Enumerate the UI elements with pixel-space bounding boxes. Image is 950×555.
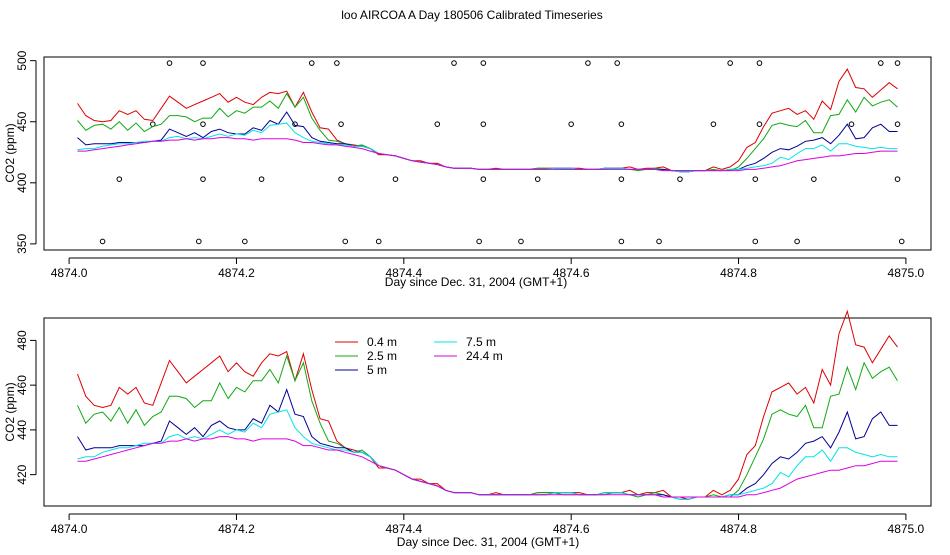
top-series-line-5-mm — [77, 111, 898, 173]
bottom-plot-frame — [43, 317, 932, 507]
top-panel: 4874.0 4874.2 4874.4 4874.6 4874.8 4875.0 350 4… — [3, 50, 932, 289]
top-y-tick-label: 500 — [15, 50, 29, 70]
bottom-y-tick-label: 460 — [15, 375, 29, 395]
top-axes: 4874.0 4874.2 4874.4 4874.6 4874.8 4875.0 350 4… — [15, 50, 925, 280]
bottom-series-line-5-mm — [77, 388, 898, 500]
legend: 0.4 m2.5 m5 m 7.5 m24.4 m — [335, 335, 503, 377]
top-y-tick-label: 450 — [15, 111, 29, 131]
outlier-point — [618, 238, 625, 245]
top-series-line-2-5-mm — [77, 92, 898, 172]
bottom-y-tick-label: 420 — [15, 464, 29, 484]
top-x-tick-label: 4874.8 — [720, 266, 757, 280]
bottom-axes: 4874.0 4874.2 4874.4 4874.6 4874.8 4875.0 420 4… — [15, 330, 925, 536]
top-x-tick-label: 4874.4 — [385, 266, 422, 280]
legend-label: 5 m — [367, 363, 387, 377]
outlier-point — [710, 121, 717, 127]
outlier-point — [568, 121, 574, 127]
top-y-axis-label: CO2 (ppm) — [3, 123, 17, 182]
outlier-point — [196, 238, 202, 245]
outlier-point — [677, 176, 683, 182]
legend-label: 0.4 m — [367, 335, 397, 349]
bottom-x-tick-label: 4875.0 — [888, 522, 925, 536]
top-outlier-points — [99, 60, 905, 245]
outlier-point — [166, 60, 173, 66]
outlier-point — [338, 176, 344, 182]
outlier-point — [308, 60, 315, 66]
bottom-x-axis-label: Day since Dec. 31, 2004 (GMT+1) — [397, 535, 579, 549]
outlier-point — [894, 121, 901, 127]
outlier-point — [480, 60, 487, 66]
bottom-series-line-24-4-mm — [77, 436, 898, 498]
legend-label: 24.4 m — [466, 349, 503, 363]
top-x-tick-label: 4874.0 — [51, 266, 88, 280]
top-series-line-0-4-mm — [77, 68, 898, 173]
top-y-tick-label: 400 — [15, 172, 29, 192]
outlier-point — [258, 176, 265, 182]
outlier-point — [894, 60, 901, 66]
bottom-x-tick-label: 4874.0 — [51, 522, 88, 536]
outlier-point — [334, 60, 340, 66]
outlier-point — [480, 121, 487, 127]
outlier-point — [476, 238, 482, 245]
outlier-point — [200, 176, 206, 182]
outlier-point — [894, 176, 901, 182]
outlier-point — [392, 176, 399, 182]
outlier-point — [877, 60, 884, 66]
outlier-point — [794, 238, 800, 245]
outlier-point — [480, 176, 487, 182]
outlier-point — [200, 60, 206, 66]
bottom-x-tick-label: 4874.8 — [720, 522, 757, 536]
bottom-panel: 4874.0 4874.2 4874.4 4874.6 4874.8 4875.0 420 4… — [3, 309, 932, 549]
bottom-series-line-7-5-mm — [77, 409, 898, 500]
legend-label: 2.5 m — [367, 349, 397, 363]
legend-label: 7.5 m — [466, 335, 496, 349]
top-plot-frame — [43, 56, 932, 251]
outlier-point — [200, 121, 206, 127]
outlier-point — [848, 121, 855, 127]
outlier-point — [752, 176, 759, 182]
outlier-point — [898, 238, 905, 245]
outlier-point — [434, 121, 441, 127]
outlier-point — [811, 176, 817, 182]
top-series-line-7-5-mm — [77, 122, 898, 173]
top-x-axis-label: Day since Dec. 31, 2004 (GMT+1) — [385, 275, 567, 289]
outlier-point — [242, 238, 248, 245]
outlier-point — [451, 60, 457, 66]
outlier-point — [116, 176, 123, 182]
outlier-point — [585, 60, 591, 66]
outlier-point — [727, 60, 733, 66]
outlier-point — [375, 238, 382, 245]
bottom-x-tick-label: 4874.2 — [218, 522, 255, 536]
page-title: loo AIRCOA A Day 180506 Calibrated Times… — [341, 8, 602, 22]
outlier-point — [618, 121, 625, 127]
top-x-tick-label: 4874.2 — [218, 266, 255, 280]
bottom-y-axis-label: CO2 (ppm) — [3, 382, 17, 441]
top-series-lines — [77, 68, 898, 173]
outlier-point — [534, 176, 541, 182]
bottom-y-tick-label: 480 — [15, 330, 29, 350]
top-y-tick-label: 350 — [15, 234, 29, 254]
bottom-x-tick-label: 4874.6 — [553, 522, 590, 536]
bottom-y-tick-label: 440 — [15, 420, 29, 440]
outlier-point — [756, 60, 763, 66]
outlier-point — [338, 121, 344, 127]
outlier-point — [656, 238, 662, 245]
outlier-point — [518, 238, 524, 245]
outlier-point — [756, 121, 763, 127]
outlier-point — [752, 238, 759, 245]
outlier-point — [292, 121, 298, 127]
top-x-tick-label: 4875.0 — [888, 266, 925, 280]
outlier-point — [618, 176, 625, 182]
top-series-line-24-4-mm — [77, 137, 898, 172]
outlier-point — [342, 238, 349, 245]
top-x-tick-label: 4874.6 — [553, 266, 590, 280]
bottom-series-line-2-5-mm — [77, 354, 898, 498]
bottom-x-tick-label: 4874.4 — [385, 522, 422, 536]
outlier-point — [614, 60, 621, 66]
outlier-point — [99, 238, 106, 245]
bottom-series-lines — [77, 309, 898, 500]
